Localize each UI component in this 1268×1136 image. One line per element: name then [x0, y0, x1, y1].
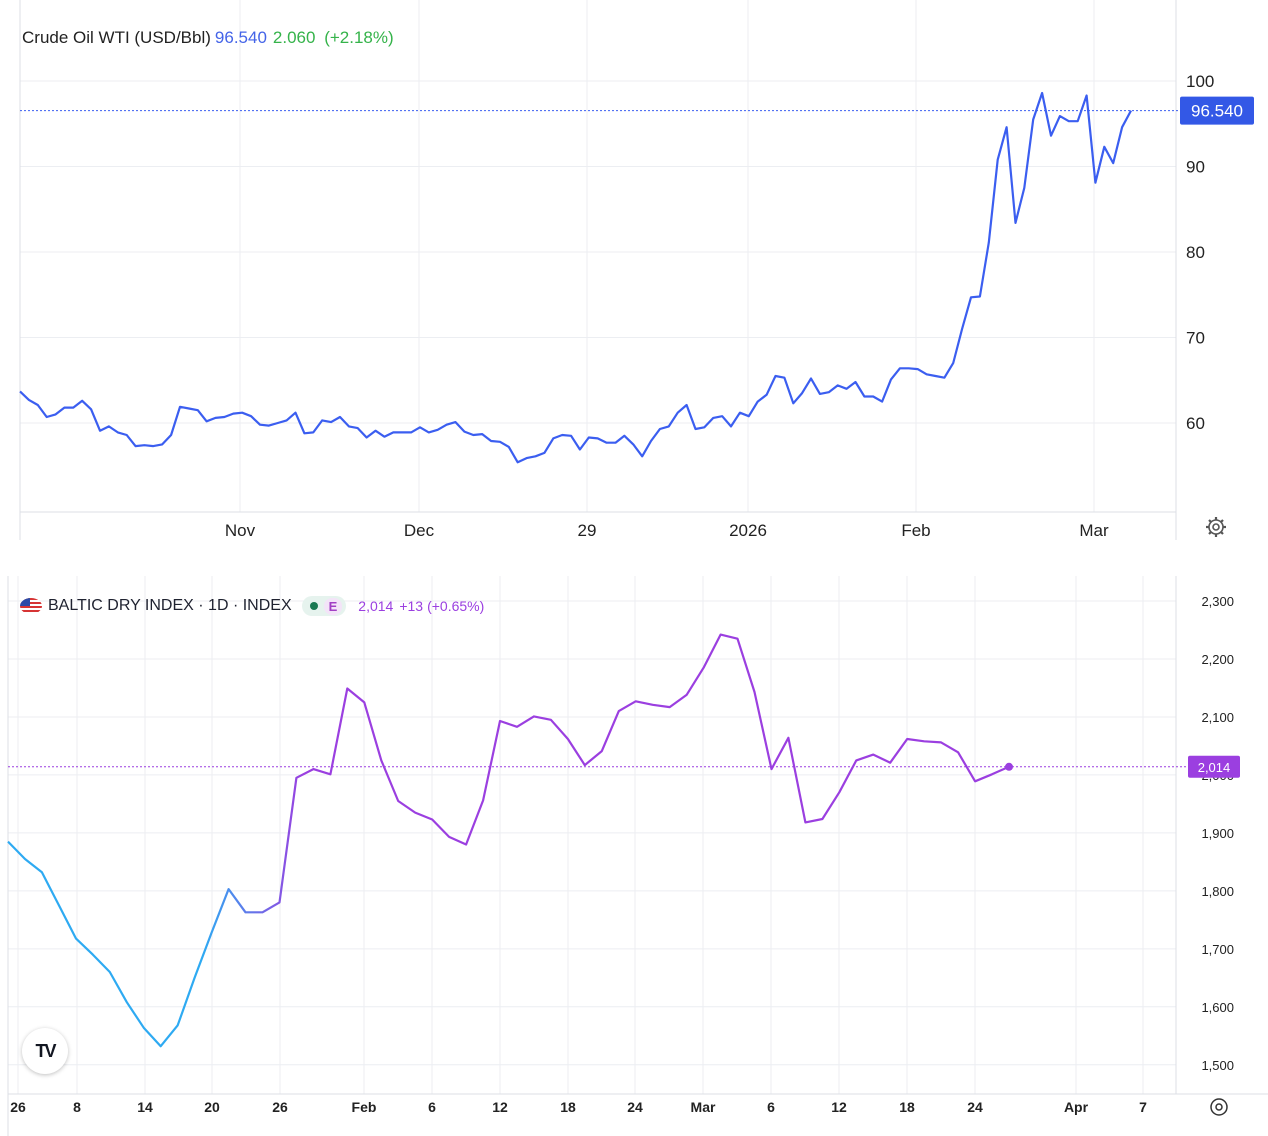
panel-separator — [0, 552, 1268, 576]
bdi-x-tick-label: 18 — [899, 1099, 915, 1115]
svg-text:96.540: 96.540 — [1191, 102, 1243, 121]
wti-series-line — [19, 91, 1132, 464]
bdi-y-tick-label: 2,200 — [1201, 652, 1234, 667]
wti-y-tick-label: 100 — [1186, 72, 1214, 91]
bdi-x-tick-label: 26 — [272, 1099, 288, 1115]
wti-price-label: 96.540 — [1180, 96, 1254, 125]
bdi-last-value: 2,014 — [358, 598, 394, 614]
wti-chart-panel: 100 90 80 70 60 Nov Dec 29 2026 Feb Mar 96.540 Cr… — [0, 0, 1268, 552]
wti-chart: 100 90 80 70 60 Nov Dec 29 2026 Feb Mar 96.540 — [19, 0, 1254, 540]
bdi-x-tick-label: 24 — [967, 1099, 983, 1115]
bdi-title: BALTIC DRY INDEX · 1D · INDEX — [48, 597, 292, 614]
wti-x-tick-label: Nov — [225, 521, 256, 540]
bdi-y-tick-label: 2,100 — [1201, 710, 1234, 725]
market-open-dot — [309, 602, 318, 610]
bdi-x-tick-label: 18 — [560, 1099, 576, 1115]
bdi-x-tick-label: 26 — [10, 1099, 26, 1115]
bdi-x-tick-label: 14 — [137, 1099, 153, 1115]
wti-x-tick-label: 29 — [578, 521, 597, 540]
bdi-x-tick-label: 6 — [767, 1099, 775, 1115]
bdi-change-pct: (+0.65%) — [427, 598, 485, 614]
bdi-x-tick-label: 24 — [627, 1099, 643, 1115]
bdi-change: +13 — [399, 598, 424, 614]
tradingview-logo[interactable]: TV — [22, 1028, 68, 1074]
wti-title: Crude Oil WTI (USD/Bbl) — [22, 28, 211, 47]
bdi-y-tick-label: 1,800 — [1201, 884, 1234, 899]
bdi-x-tick-label: 12 — [492, 1099, 508, 1115]
bdi-x-tick-label: 20 — [204, 1099, 220, 1115]
wti-x-tick-label: Feb — [901, 521, 930, 540]
bdi-y-tick-label: 1,700 — [1201, 942, 1234, 957]
wti-change-pct: (+2.18%) — [324, 28, 394, 47]
bdi-x-tick-label: 7 — [1139, 1099, 1147, 1115]
bdi-legend: BALTIC DRY INDEX · 1D · INDEX E 2,014 +1… — [20, 596, 484, 616]
bdi-y-tick-label: 1,900 — [1201, 826, 1234, 841]
bdi-x-tick-label: 12 — [831, 1099, 847, 1115]
market-status-pill[interactable]: E — [301, 596, 347, 616]
gear-icon[interactable] — [1206, 517, 1226, 537]
wti-x-tick-label: Mar — [1079, 521, 1109, 540]
bdi-x-tick-label: 6 — [428, 1099, 436, 1115]
bdi-y-tick-label: 1,500 — [1201, 1058, 1234, 1073]
bdi-last-point — [1005, 762, 1013, 771]
bdi-x-tick-label: Mar — [691, 1099, 716, 1115]
us-flag-icon — [20, 598, 42, 614]
wti-y-tick-label: 60 — [1186, 414, 1205, 433]
wti-y-tick-label: 80 — [1186, 243, 1205, 262]
wti-legend: Crude Oil WTI (USD/Bbl) 96.540 2.060 (+2.1… — [22, 28, 394, 48]
bdi-y-tick-label: 1,600 — [1201, 1000, 1234, 1015]
wti-x-tick-label: 2026 — [729, 521, 767, 540]
bdi-x-tick-label: Feb — [352, 1099, 377, 1115]
bdi-price-label: 2,014 — [1188, 755, 1240, 778]
bdi-series-line — [7, 633, 1010, 1048]
wti-change: 2.060 — [272, 28, 316, 47]
eod-badge: E — [323, 597, 343, 615]
wti-x-tick-label: Dec — [404, 521, 435, 540]
wti-y-tick-label: 70 — [1186, 329, 1205, 348]
bdi-chart-panel: 2,3002,2002,1002,0001,9001,8001,7001,600… — [0, 576, 1268, 1136]
bdi-x-tick-label: 8 — [73, 1099, 81, 1115]
wti-last-price: 96.540 — [214, 28, 267, 47]
bdi-x-tick-label: Apr — [1064, 1099, 1089, 1115]
wti-y-tick-label: 90 — [1186, 158, 1205, 177]
bdi-chart: 2,3002,2002,1002,0001,9001,8001,7001,600… — [7, 576, 1268, 1136]
bdi-y-tick-label: 2,300 — [1201, 594, 1234, 609]
svg-text:2,014: 2,014 — [1198, 760, 1231, 775]
settings-circle-icon[interactable] — [1210, 1098, 1228, 1116]
